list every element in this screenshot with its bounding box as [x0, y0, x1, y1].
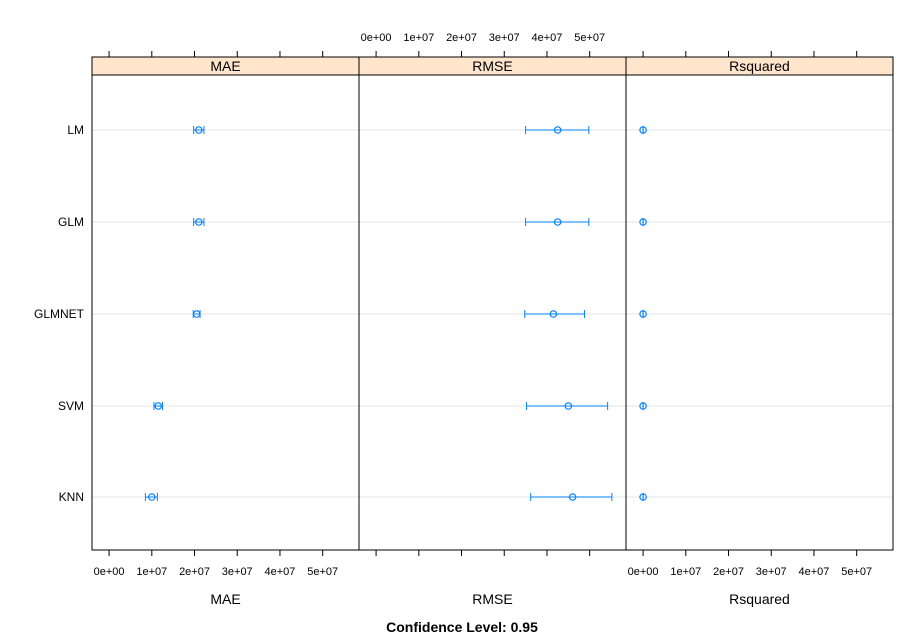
tick-label: 1e+07	[670, 566, 701, 578]
panel-mae: MAE 0e+00 1e+07 2e+07 3e+07 4e+07 5e+07 MAE	[91, 51, 360, 607]
estimate-point	[564, 402, 573, 410]
tick-label: 2e+07	[446, 32, 477, 44]
estimate-point	[639, 218, 647, 226]
strip-label: Rsquared	[729, 58, 790, 74]
category-label: GLMNET	[34, 307, 85, 321]
panel-rsquared: Rsquared 0e+00 1e+07 2e+07 3e+07 4e+07 5e+07 Rs…	[625, 51, 894, 607]
estimate-point	[639, 310, 647, 318]
panels-group: MAE 0e+00 1e+07 2e+07 3e+07 4e+07 5e+07 MAE RMSE…	[91, 32, 894, 607]
tick-label: 4e+07	[532, 32, 563, 44]
tick-label: 3e+07	[222, 566, 253, 578]
category-label: LM	[67, 123, 84, 137]
tick-label: 5e+07	[307, 566, 338, 578]
tick-label: 1e+07	[136, 566, 167, 578]
estimate-point	[639, 126, 647, 134]
tick-label: 4e+07	[799, 566, 830, 578]
panel-frame	[91, 74, 360, 551]
tick-label: 5e+07	[574, 32, 605, 44]
tick-label: 3e+07	[489, 32, 520, 44]
tick-label: 4e+07	[265, 566, 296, 578]
estimate-point	[148, 493, 156, 501]
tick-label: 0e+00	[628, 566, 659, 578]
estimate-point	[553, 126, 562, 134]
estimate-point	[553, 218, 562, 226]
panel-rmse: RMSE 0e+00 1e+07 2e+07 3e+07 4e+07 5e+07 RMSE	[358, 32, 627, 607]
tick-label: 0e+00	[361, 32, 392, 44]
category-label: KNN	[59, 490, 84, 504]
estimate-point	[154, 402, 163, 410]
estimate-point	[639, 493, 647, 501]
tick-label: 2e+07	[713, 566, 744, 578]
estimate-point	[639, 402, 647, 410]
strip-label: MAE	[210, 58, 240, 74]
tick-label: 1e+07	[403, 32, 434, 44]
axis-label: MAE	[210, 591, 240, 607]
axis-label: Rsquared	[729, 591, 790, 607]
confidence-level-label: Confidence Level: 0.95	[386, 619, 538, 635]
category-labels: LM GLM GLMNET SVM KNN	[34, 123, 85, 504]
tick-label: 3e+07	[756, 566, 787, 578]
estimate-point	[195, 218, 203, 226]
panel-frame	[625, 74, 894, 551]
category-label: SVM	[58, 399, 84, 413]
category-label: GLM	[58, 215, 84, 229]
tick-label: 0e+00	[94, 566, 125, 578]
estimate-point	[549, 310, 558, 318]
panel-frame	[358, 74, 627, 551]
estimate-point	[192, 310, 201, 318]
axis-label: RMSE	[472, 591, 512, 607]
tick-label: 2e+07	[179, 566, 210, 578]
strip-label: RMSE	[472, 58, 512, 74]
estimate-point	[195, 126, 203, 134]
estimate-point	[568, 493, 577, 501]
tick-label: 5e+07	[841, 566, 872, 578]
